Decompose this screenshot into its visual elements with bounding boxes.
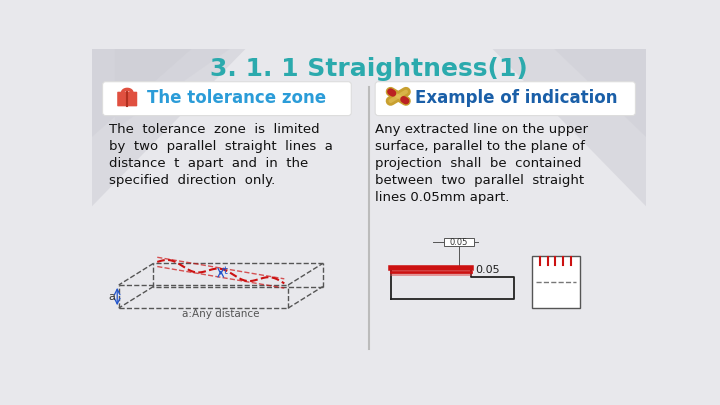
Polygon shape [92,49,246,207]
Text: specified  direction  only.: specified direction only. [109,174,275,187]
Text: 0.05: 0.05 [475,264,500,275]
Text: between  two  parallel  straight: between two parallel straight [375,174,585,187]
Text: t: t [224,266,228,276]
FancyBboxPatch shape [375,82,636,115]
Text: 0.05: 0.05 [450,238,468,247]
Text: surface, parallel to the plane of: surface, parallel to the plane of [375,140,585,153]
Text: The  tolerance  zone  is  limited: The tolerance zone is limited [109,123,320,136]
Text: Example of indication: Example of indication [415,89,618,107]
Bar [532,256,580,308]
FancyBboxPatch shape [127,92,138,107]
Polygon shape [492,49,647,207]
FancyBboxPatch shape [117,92,127,107]
Polygon shape [554,49,647,137]
Polygon shape [92,49,192,137]
FancyBboxPatch shape [102,82,351,115]
Text: lines 0.05mm apart.: lines 0.05mm apart. [375,191,510,204]
Text: Any extracted line on the upper: Any extracted line on the upper [375,123,588,136]
Text: projection  shall  be  contained: projection shall be contained [375,157,582,170]
Text: a:Any distance: a:Any distance [182,309,259,319]
Text: a: a [108,292,115,302]
Polygon shape [115,49,230,130]
Text: by  two  parallel  straight  lines  a: by two parallel straight lines a [109,140,333,153]
Bar [444,238,474,247]
Text: distance  t  apart  and  in  the: distance t apart and in the [109,157,308,170]
Text: The tolerance zone: The tolerance zone [148,89,326,107]
Text: 3. 1. 1 Straightness(1): 3. 1. 1 Straightness(1) [210,58,528,81]
